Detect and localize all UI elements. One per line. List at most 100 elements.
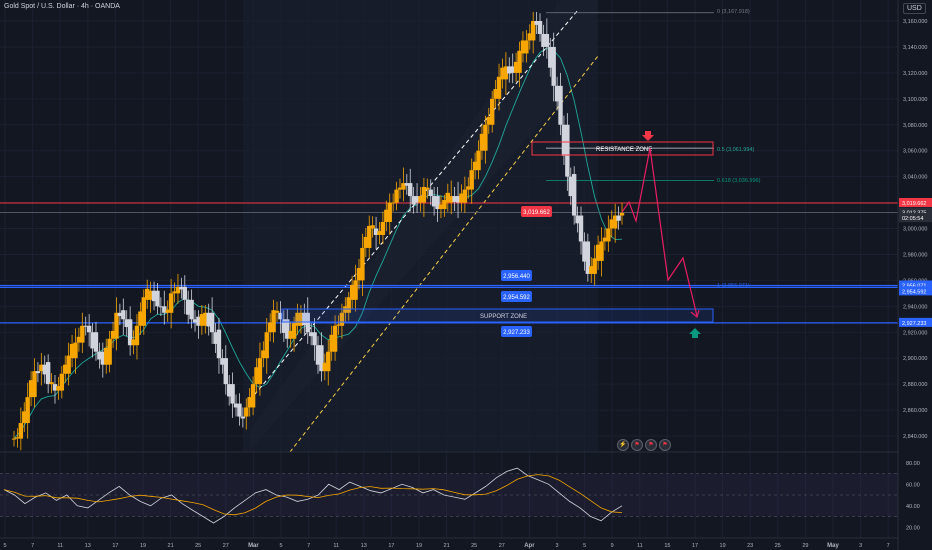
event-icons[interactable]: ⚡ ⚑ ⚑ ⚑ xyxy=(617,439,671,451)
candle-body xyxy=(86,325,92,333)
candle-body xyxy=(582,241,587,262)
candle-body xyxy=(305,312,310,333)
candle-body xyxy=(589,266,594,274)
price-tag-b-bg xyxy=(501,291,532,302)
candle-body xyxy=(131,339,136,346)
price-tag-c-bg xyxy=(501,326,532,337)
price-label-bg xyxy=(899,198,932,208)
rsi-tick: 20.00 xyxy=(906,525,920,531)
time-tick: 7 xyxy=(887,543,890,549)
candle-body xyxy=(449,196,454,203)
price-tag-red-bg xyxy=(521,206,552,217)
candle-body xyxy=(274,310,280,313)
candle-body xyxy=(462,189,468,203)
candle-body xyxy=(585,241,591,274)
candle-body xyxy=(155,290,160,307)
candle-body xyxy=(612,215,618,229)
candle-body xyxy=(110,330,116,339)
fib-0-label: 0 (3,167.918) xyxy=(717,9,750,15)
candle-body xyxy=(493,89,498,99)
candle-body xyxy=(172,291,177,294)
time-tick: 17 xyxy=(112,543,118,549)
candle-body xyxy=(599,241,604,261)
flag-icon-3[interactable]: ⚑ xyxy=(659,439,671,451)
candle-body xyxy=(568,176,573,197)
price-label: 02:05:54 xyxy=(902,216,923,222)
candle-body xyxy=(39,364,44,372)
candle-body xyxy=(100,351,106,365)
price-label-bg xyxy=(899,317,932,327)
candle-body xyxy=(425,187,430,190)
candle-body xyxy=(261,350,266,359)
candle-body xyxy=(483,124,488,151)
price-tick: 3,060.000 xyxy=(903,149,927,155)
candle-body xyxy=(490,98,495,125)
time-tick: Apr xyxy=(524,543,535,549)
candle-body xyxy=(220,358,225,365)
down-arrow-icon xyxy=(642,131,654,141)
candle-body xyxy=(537,21,543,34)
price-tag-a-bg xyxy=(501,270,532,281)
fib-0618-label: 0.618 (3,036.996) xyxy=(717,178,761,184)
candle-body xyxy=(322,362,328,372)
candle-body xyxy=(281,319,287,333)
time-tick: 23 xyxy=(747,543,753,549)
rsi-tick: 80.00 xyxy=(906,461,920,467)
candle-body xyxy=(179,286,184,290)
candle-body xyxy=(619,212,625,216)
candle-body xyxy=(97,351,102,360)
candle-body xyxy=(230,384,235,404)
price-axis-bg xyxy=(898,0,932,550)
time-tick: 11 xyxy=(57,543,63,549)
price-tick: 2,840.000 xyxy=(903,434,927,440)
flag-icon-2[interactable]: ⚑ xyxy=(645,439,657,451)
candle-body xyxy=(411,196,416,205)
candle-body xyxy=(602,237,608,242)
candle-body xyxy=(326,351,331,372)
price-label: 3,019.662 xyxy=(902,201,926,207)
candle-body xyxy=(496,76,502,99)
symbol-title[interactable]: Gold Spot / U.S. Dollar · 4h · OANDA xyxy=(4,3,120,10)
time-tick: 25 xyxy=(471,543,477,549)
currency-button[interactable]: USD xyxy=(903,3,926,14)
candle-body xyxy=(15,437,20,439)
candle-body xyxy=(520,40,526,54)
candle-body xyxy=(421,187,427,203)
candle-body xyxy=(69,343,75,359)
candle-body xyxy=(151,290,157,302)
candle-body xyxy=(32,371,37,398)
candle-body xyxy=(312,332,317,346)
candle-body xyxy=(466,186,471,190)
candle-body xyxy=(175,286,181,294)
candle-body xyxy=(117,312,123,317)
candle-body xyxy=(609,219,614,229)
time-tick: 27 xyxy=(499,543,505,549)
candle-body xyxy=(63,364,68,374)
time-tick: 19 xyxy=(720,543,726,549)
candle-body xyxy=(554,85,560,102)
candle-body xyxy=(469,170,474,190)
candle-body xyxy=(250,384,256,408)
price-tick: 2,900.000 xyxy=(903,356,927,362)
price-tick: 2,980.000 xyxy=(903,252,927,258)
flag-icon[interactable]: ⚑ xyxy=(631,439,643,451)
rsi-tick: 60.00 xyxy=(906,482,920,488)
candle-body xyxy=(329,334,334,352)
candle-body xyxy=(507,66,512,74)
time-tick: 19 xyxy=(416,543,422,549)
candle-body xyxy=(513,61,519,73)
candle-body xyxy=(346,297,351,313)
candle-body xyxy=(438,204,444,210)
candle-body xyxy=(291,323,297,339)
candle-body xyxy=(517,50,522,73)
candle-body xyxy=(233,403,239,408)
alert-icon[interactable]: ⚡ xyxy=(617,439,629,451)
candle-body xyxy=(397,187,403,190)
candle-body xyxy=(544,33,550,47)
price-tick: 2,860.000 xyxy=(903,408,927,414)
price-tick: 3,160.000 xyxy=(903,19,927,25)
candle-body xyxy=(551,46,556,86)
candle-body xyxy=(455,196,461,203)
